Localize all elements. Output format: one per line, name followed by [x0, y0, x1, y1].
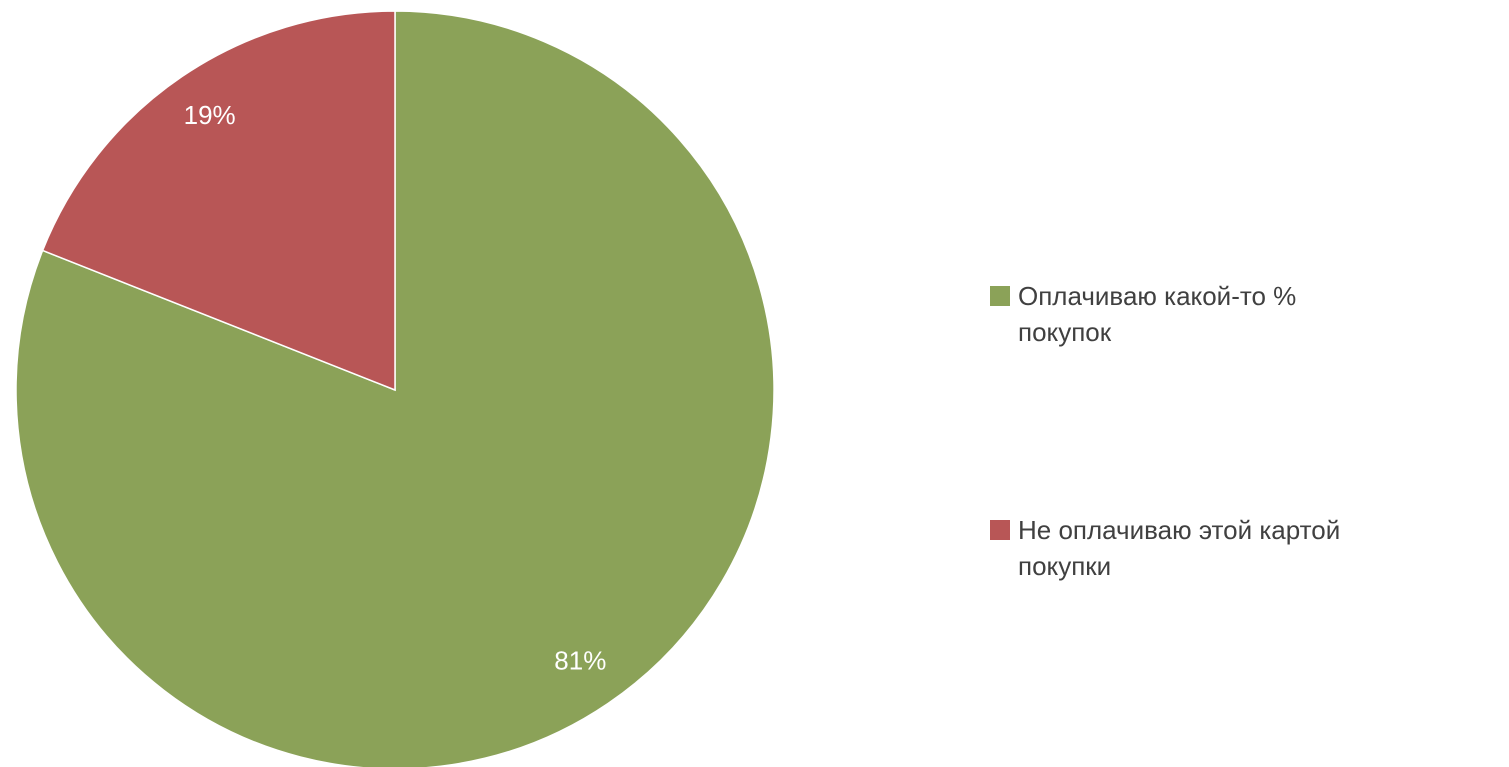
- pie-slice: [15, 10, 775, 767]
- data-label: 19%: [184, 100, 236, 130]
- legend-label: Оплачиваю какой-то % покупок: [1018, 281, 1297, 347]
- legend-swatch: [990, 286, 1010, 306]
- legend-swatch: [990, 520, 1010, 540]
- legend-item: Оплачиваю какой-то % покупок: [990, 278, 1378, 350]
- legend-label: Не оплачиваю этой картой покупки: [1018, 515, 1341, 581]
- pie-slice: [41, 10, 396, 392]
- data-label: 81%: [554, 646, 606, 676]
- legend-item: Не оплачиваю этой картой покупки: [990, 512, 1378, 584]
